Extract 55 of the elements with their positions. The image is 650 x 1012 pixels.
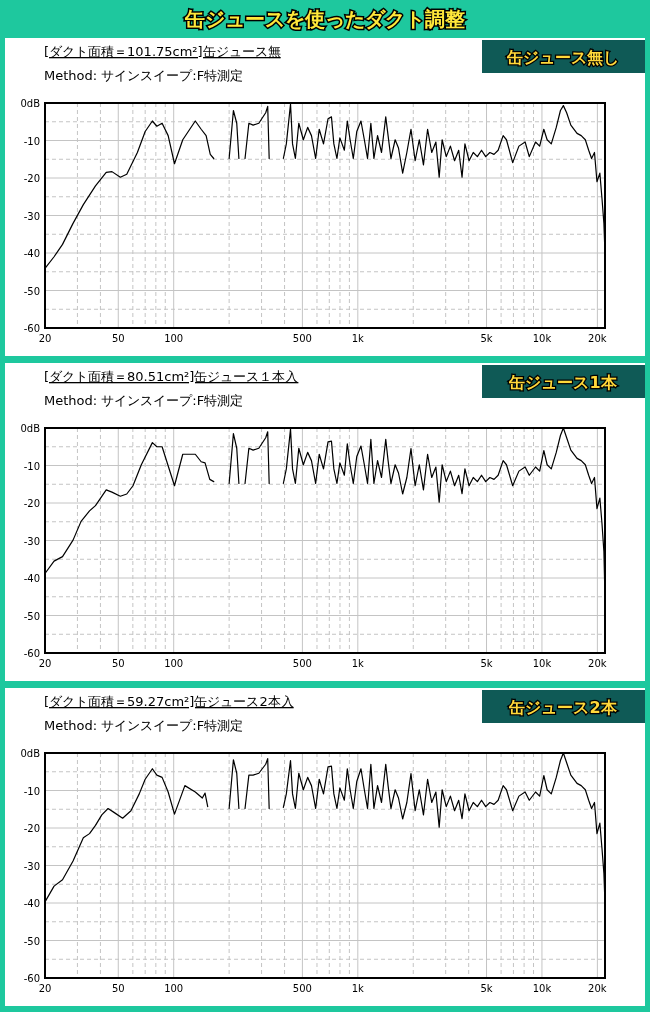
y-tick-label: 0dB bbox=[20, 98, 41, 109]
x-tick-label: 50 bbox=[111, 333, 125, 344]
chart-title: [ダクト面積＝80.51cm²]缶ジュース１本入 bbox=[44, 369, 299, 384]
text: 缶ジュース無し bbox=[506, 48, 619, 67]
x-tick-label: 20k bbox=[588, 658, 607, 669]
y-tick-label: -50 bbox=[23, 935, 40, 947]
y-tick-label: -20 bbox=[23, 498, 40, 509]
x-tick-label: 500 bbox=[292, 333, 312, 344]
x-tick-label: 20 bbox=[38, 983, 52, 994]
y-tick-label: -10 bbox=[23, 460, 40, 472]
y-tick-label: -30 bbox=[23, 535, 40, 547]
x-tick-label: 500 bbox=[292, 658, 312, 669]
x-tick-label: 50 bbox=[111, 983, 125, 994]
x-tick-label: 1k bbox=[351, 983, 365, 994]
text: 缶ジュースを使ったダクト調整 bbox=[184, 7, 465, 31]
x-tick-label: 5k bbox=[480, 333, 493, 344]
y-tick-label: -50 bbox=[23, 285, 40, 297]
x-tick-label: 10k bbox=[532, 333, 552, 344]
x-tick-label: 10k bbox=[532, 658, 552, 669]
y-tick-label: -40 bbox=[23, 573, 40, 584]
chart-subtitle: Method: サインスイープ:F特測定 bbox=[44, 718, 244, 733]
x-tick-label: 100 bbox=[164, 333, 184, 344]
y-tick-label: -30 bbox=[23, 860, 40, 872]
y-tick-label: -40 bbox=[23, 248, 40, 259]
x-tick-label: 20 bbox=[38, 658, 52, 669]
x-tick-label: 5k bbox=[480, 983, 493, 994]
x-tick-label: 100 bbox=[164, 658, 184, 669]
y-tick-label: -20 bbox=[23, 823, 40, 834]
y-tick-label: -60 bbox=[23, 648, 40, 659]
y-tick-label: -60 bbox=[23, 323, 40, 334]
chart-subtitle: Method: サインスイープ:F特測定 bbox=[44, 393, 244, 408]
chart-subtitle: Method: サインスイープ:F特測定 bbox=[44, 68, 244, 83]
x-tick-label: 50 bbox=[111, 658, 125, 669]
x-tick-label: 1k bbox=[351, 658, 365, 669]
y-tick-label: -10 bbox=[23, 785, 40, 797]
x-tick-label: 20 bbox=[38, 333, 52, 344]
y-tick-label: -20 bbox=[23, 173, 40, 184]
chart-title: [ダクト面積＝101.75cm²]缶ジュース無 bbox=[44, 44, 281, 59]
chart-title: [ダクト面積＝59.27cm²]缶ジュース2本入 bbox=[44, 694, 294, 709]
y-tick-label: -30 bbox=[23, 210, 40, 222]
text: 缶ジュース2本 bbox=[508, 698, 618, 717]
y-tick-label: -50 bbox=[23, 610, 40, 622]
x-tick-label: 10k bbox=[532, 983, 552, 994]
y-tick-label: -10 bbox=[23, 135, 40, 147]
y-tick-label: -60 bbox=[23, 973, 40, 984]
x-tick-label: 5k bbox=[480, 658, 493, 669]
x-tick-label: 500 bbox=[292, 983, 312, 994]
x-tick-label: 20k bbox=[588, 983, 607, 994]
x-tick-label: 20k bbox=[588, 333, 607, 344]
x-tick-label: 1k bbox=[351, 333, 365, 344]
y-tick-label: 0dB bbox=[20, 423, 41, 434]
y-tick-label: 0dB bbox=[20, 748, 41, 759]
x-tick-label: 100 bbox=[164, 983, 184, 994]
y-tick-label: -40 bbox=[23, 898, 40, 909]
text: 缶ジュース1本 bbox=[508, 373, 618, 392]
